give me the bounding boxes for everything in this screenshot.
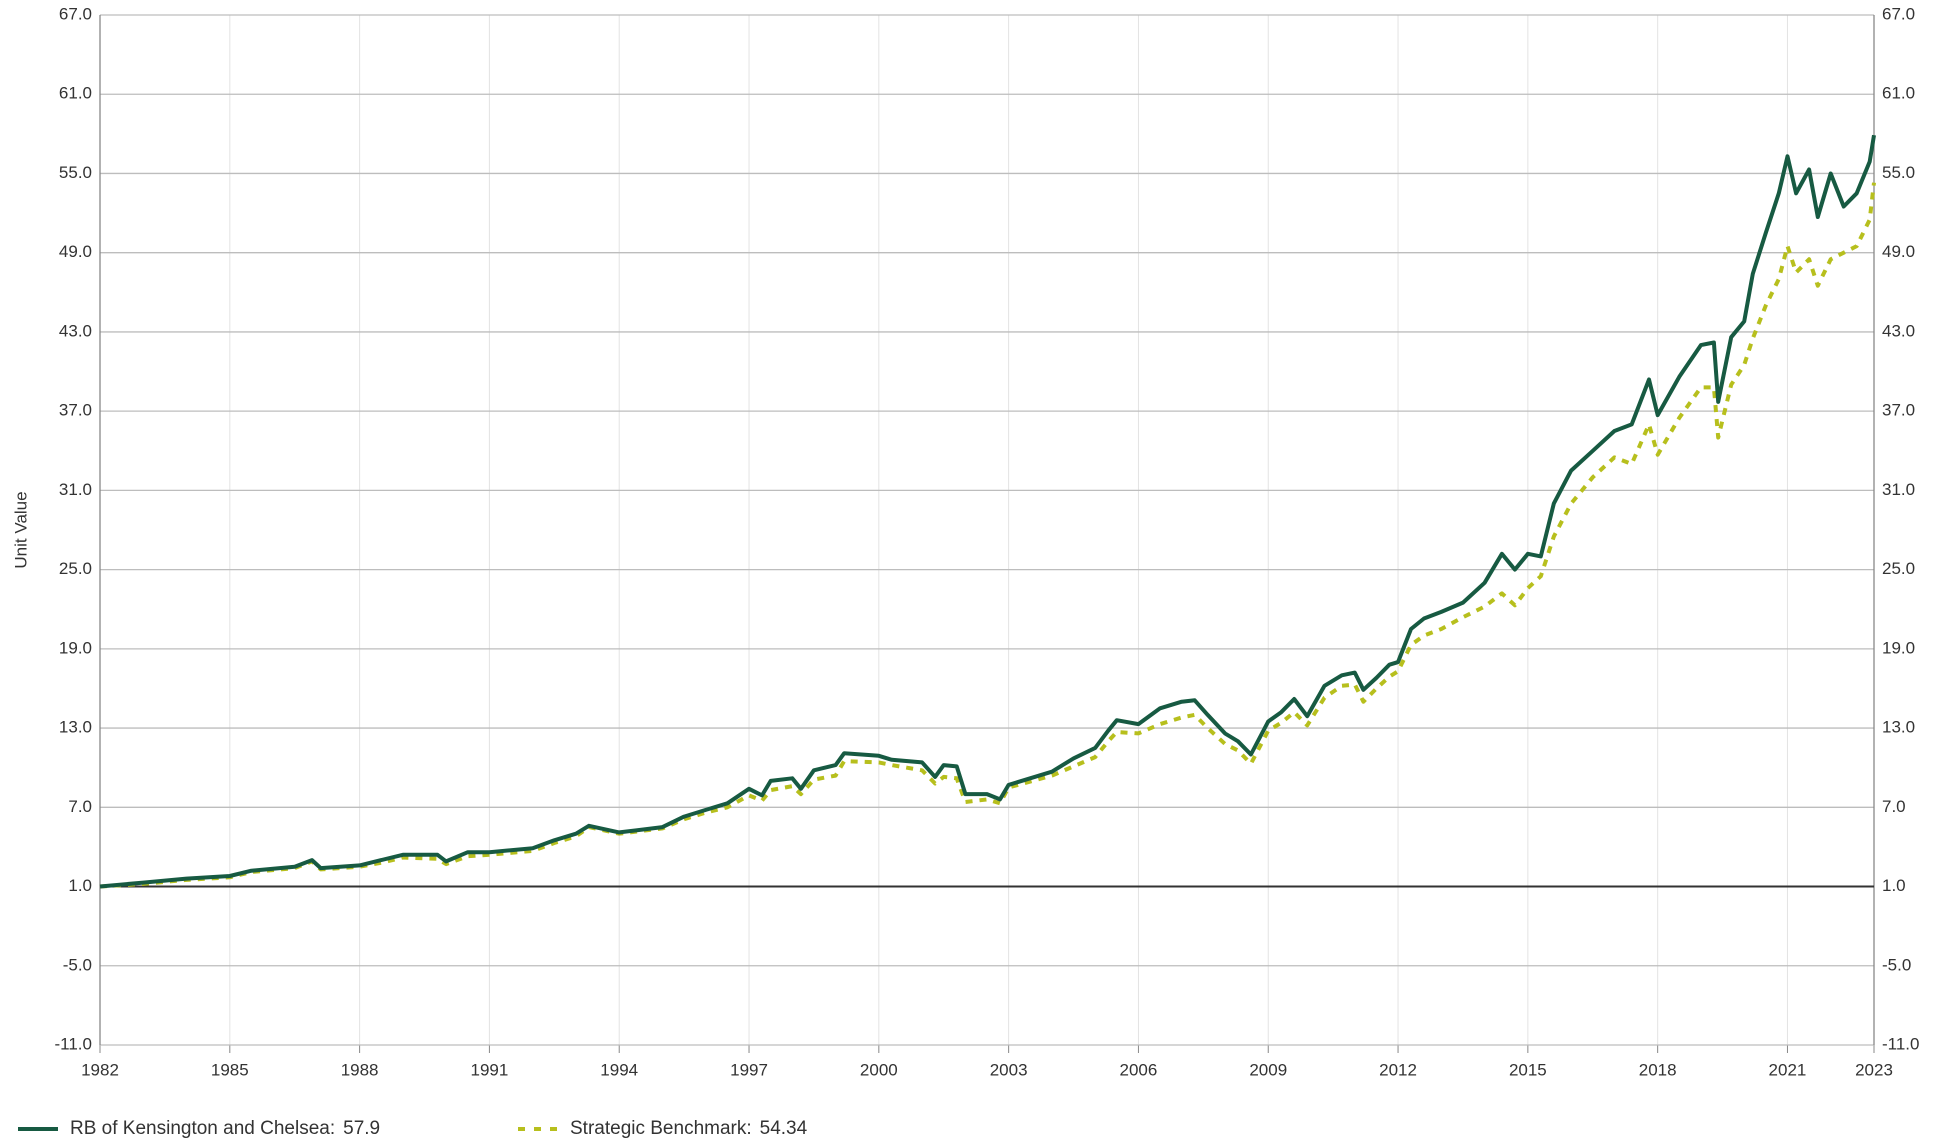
- x-tick-label: 1994: [600, 1060, 638, 1079]
- x-tick-label: 1982: [81, 1060, 119, 1079]
- x-tick-label: 1991: [471, 1060, 509, 1079]
- y-tick-label: 19.0: [59, 638, 92, 657]
- x-tick-label: 2023: [1855, 1060, 1893, 1079]
- y-tick-label: 13.0: [59, 718, 92, 737]
- y2-tick-label: 7.0: [1882, 797, 1906, 816]
- y2-tick-label: 61.0: [1882, 84, 1915, 103]
- legend-name: RB of Kensington and Chelsea:: [70, 1118, 335, 1139]
- y2-tick-label: 19.0: [1882, 638, 1915, 657]
- y2-tick-label: 25.0: [1882, 559, 1915, 578]
- x-tick-label: 2003: [990, 1060, 1028, 1079]
- x-tick-label: 2006: [1120, 1060, 1158, 1079]
- y2-tick-label: 55.0: [1882, 163, 1915, 182]
- y-tick-label: 37.0: [59, 401, 92, 420]
- y-tick-label: 31.0: [59, 480, 92, 499]
- legend-value: 54.34: [760, 1118, 808, 1139]
- y2-tick-label: 49.0: [1882, 242, 1915, 261]
- legend-label: RB of Kensington and Chelsea: 57.9: [70, 1118, 380, 1139]
- series-line: [99, 182, 1876, 889]
- y-tick-label: 67.0: [59, 4, 92, 23]
- legend: RB of Kensington and Chelsea: 57.9 Strateg…: [18, 1118, 808, 1139]
- y2-tick-label: 37.0: [1882, 401, 1915, 420]
- y2-tick-label: -11.0: [1882, 1034, 1920, 1053]
- y-tick-label: 25.0: [59, 559, 92, 578]
- x-tick-label: 2021: [1769, 1060, 1807, 1079]
- y-tick-label: -5.0: [63, 955, 92, 974]
- y2-tick-label: 1.0: [1882, 876, 1906, 895]
- y-tick-label: 7.0: [68, 797, 92, 816]
- legend-name: Strategic Benchmark:: [570, 1118, 752, 1139]
- y-tick-label: 49.0: [59, 242, 92, 261]
- y2-tick-label: 31.0: [1882, 480, 1915, 499]
- x-tick-label: 2000: [860, 1060, 898, 1079]
- x-tick-label: 1988: [341, 1060, 379, 1079]
- x-tick-label: 2015: [1509, 1060, 1547, 1079]
- y-tick-label: 55.0: [59, 163, 92, 182]
- y-tick-label: 61.0: [59, 84, 92, 103]
- y-tick-label: 1.0: [68, 876, 92, 895]
- y2-tick-label: 43.0: [1882, 321, 1915, 340]
- y-tick-label: -11.0: [55, 1034, 93, 1053]
- legend-label: Strategic Benchmark: 54.34: [570, 1118, 808, 1139]
- y-axis-label: Unit Value: [11, 491, 30, 568]
- x-tick-label: 2018: [1639, 1060, 1677, 1079]
- x-tick-label: 1985: [211, 1060, 249, 1079]
- legend-value: 57.9: [343, 1118, 380, 1139]
- x-tick-label: 1997: [730, 1060, 768, 1079]
- x-tick-label: 2009: [1249, 1060, 1287, 1079]
- y2-tick-label: 67.0: [1882, 4, 1915, 23]
- series-line: [99, 134, 1876, 889]
- y2-tick-label: 13.0: [1882, 718, 1915, 737]
- x-tick-label: 2012: [1379, 1060, 1417, 1079]
- y-tick-label: 43.0: [59, 321, 92, 340]
- y2-tick-label: -5.0: [1882, 955, 1911, 974]
